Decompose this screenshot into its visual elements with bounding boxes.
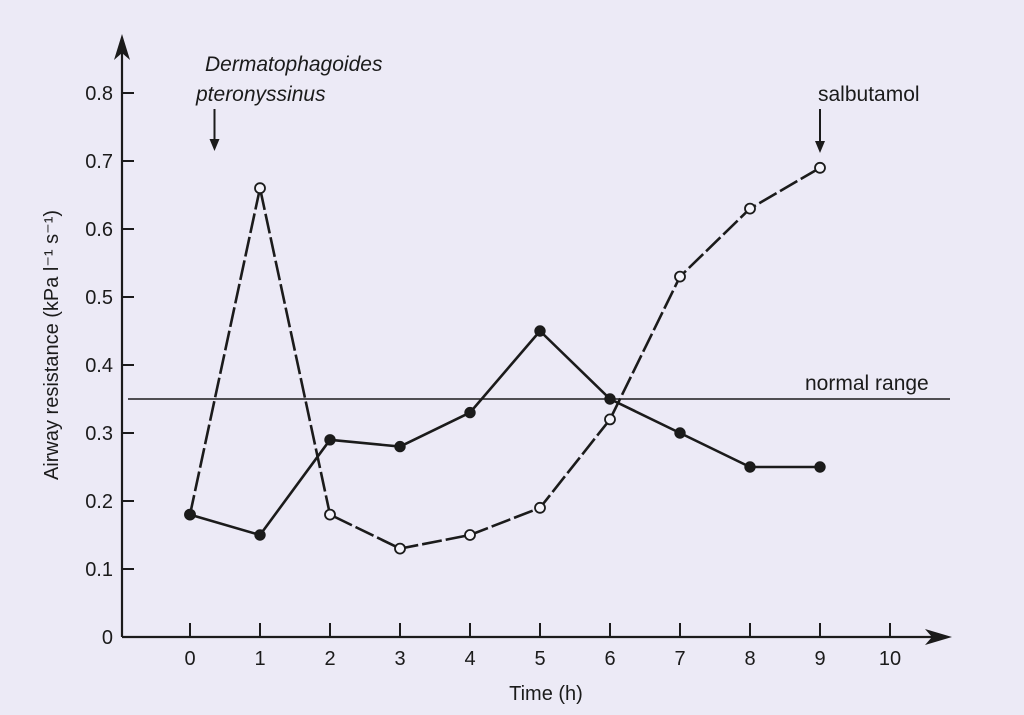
y-tick-label: 0.2 bbox=[85, 491, 113, 513]
x-tick-label: 2 bbox=[324, 648, 335, 670]
series-2-point bbox=[464, 406, 476, 419]
series-1-point bbox=[534, 501, 546, 514]
allergen-annotation-line1: Dermatophagoides bbox=[205, 53, 383, 76]
series-2-line bbox=[189, 329, 820, 537]
series-1-point bbox=[744, 202, 756, 215]
y-tick-label: 0.8 bbox=[85, 83, 113, 105]
x-tick-label: 9 bbox=[814, 648, 825, 670]
x-tick-label: 1 bbox=[254, 648, 265, 670]
y-tick-label: 0.3 bbox=[85, 423, 113, 445]
annotation-arrow-head bbox=[209, 139, 220, 151]
data-series bbox=[184, 161, 826, 555]
series-1-point bbox=[254, 182, 266, 195]
y-tick-label: 0.6 bbox=[85, 219, 113, 241]
series-2-point bbox=[604, 393, 616, 405]
x-tick-label: 3 bbox=[394, 648, 405, 670]
series-1-point bbox=[324, 508, 336, 521]
y-tick-label: 0 bbox=[102, 627, 113, 649]
series-2-point bbox=[814, 461, 826, 473]
x-tick-label: 10 bbox=[879, 648, 901, 670]
series-2-point bbox=[324, 434, 336, 446]
y-tick-label: 0.4 bbox=[85, 355, 113, 377]
y-tick-label: 0.7 bbox=[85, 151, 113, 173]
x-axis-arrow bbox=[925, 629, 952, 645]
series-2-point bbox=[184, 508, 196, 521]
series-2-point bbox=[254, 529, 266, 541]
x-tick-label: 0 bbox=[184, 648, 195, 670]
ticks: 0 1 2 3 4 5 6 7 8 9 10 0 0.1 0.2 0.3 0.4 0.5 0.6 0.7 0.8 bbox=[85, 83, 901, 670]
series-1-point bbox=[464, 529, 476, 541]
annotations: Dermatophagoides pteronyssinus salbutamo… bbox=[195, 53, 929, 395]
series-1-point bbox=[674, 270, 686, 283]
series-1-point bbox=[394, 542, 406, 555]
x-tick-label: 6 bbox=[604, 648, 615, 670]
axes bbox=[114, 34, 952, 645]
allergen-annotation-line2: pteronyssinus bbox=[195, 83, 326, 106]
series-2-point bbox=[674, 427, 686, 439]
x-tick-label: 4 bbox=[464, 648, 475, 670]
annotation-arrow-head bbox=[815, 141, 825, 153]
y-axis-title: Airway resistance (kPa l⁻¹ s⁻¹) bbox=[41, 210, 63, 480]
series-1-point bbox=[814, 161, 826, 174]
series-1-point bbox=[604, 413, 616, 426]
x-tick-label: 7 bbox=[674, 648, 685, 670]
series-2-point bbox=[534, 325, 546, 337]
x-tick-label: 8 bbox=[744, 648, 755, 670]
x-axis-title: Time (h) bbox=[509, 683, 583, 705]
x-tick-label: 5 bbox=[534, 648, 545, 670]
series-2-point bbox=[744, 461, 756, 473]
series-2-point bbox=[394, 440, 406, 453]
y-tick-label: 0.1 bbox=[85, 559, 113, 581]
normal-range-label: normal range bbox=[805, 372, 929, 395]
y-axis-arrow bbox=[114, 34, 130, 60]
y-tick-label: 0.5 bbox=[85, 287, 113, 309]
series-1-line bbox=[188, 166, 821, 550]
salbutamol-annotation: salbutamol bbox=[818, 83, 920, 106]
